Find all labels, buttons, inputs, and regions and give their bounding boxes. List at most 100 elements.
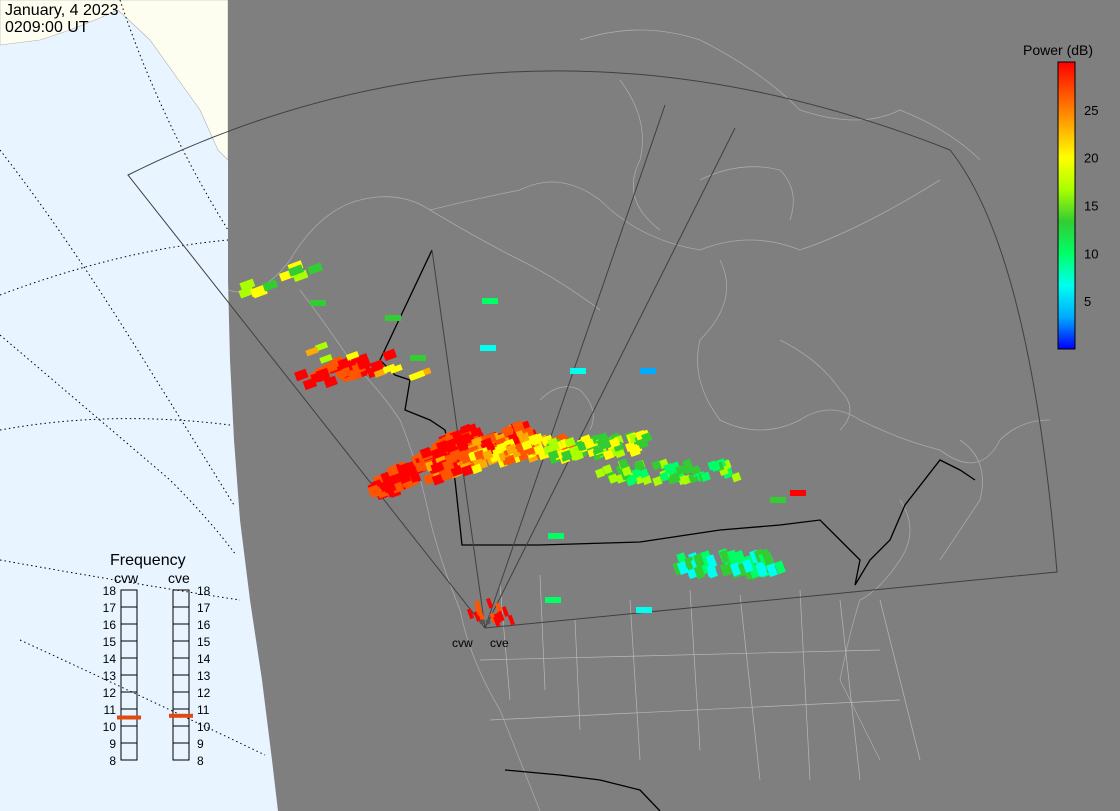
colorbar-gradient [1057, 61, 1076, 350]
scatter-cell [564, 437, 576, 448]
scatter-cell [497, 610, 505, 622]
scatter-cell [636, 607, 652, 613]
scatter-cell [403, 461, 416, 474]
scatter-cell [471, 436, 484, 449]
scatter-cell [411, 370, 426, 380]
scatter-cell [382, 348, 397, 362]
scatter-cell [634, 460, 645, 471]
scatter-cell [466, 608, 475, 620]
scatter-cell [627, 473, 638, 485]
scatter-cell [482, 449, 494, 461]
frequency-marker [169, 713, 193, 718]
frequency-scale-label: 17 [103, 601, 117, 615]
scatter-cell [345, 350, 360, 361]
frequency-scale-label: 10 [197, 720, 211, 734]
scatter-cell [676, 560, 689, 575]
frequency-scale-label: 16 [197, 618, 211, 632]
night-region [228, 0, 1120, 811]
scatter-cell [652, 475, 663, 487]
frequency-radar-label-cve: cve [168, 570, 190, 586]
frequency-scale-label: 8 [197, 754, 204, 768]
scatter-cell [473, 449, 486, 461]
scatter-cell [250, 284, 266, 298]
scatter-cell [603, 449, 615, 461]
scatter-cell [288, 264, 304, 277]
scatter-cell [431, 473, 445, 486]
scatter-cell [398, 472, 412, 484]
scatter-cell [602, 464, 613, 475]
scatter-cell [594, 467, 606, 479]
scatter-cell [385, 315, 401, 321]
scatter-cell [521, 439, 533, 451]
frequency-scale-label: 18 [103, 584, 117, 598]
scatter-cell [292, 269, 309, 283]
scatter-cell [533, 444, 545, 456]
national-border [379, 249, 976, 811]
scatter-cell [761, 551, 774, 566]
colorbar-tick-label: 5 [1084, 294, 1091, 309]
scatter-cell [705, 554, 718, 569]
scatter-cell [570, 368, 586, 374]
scatter-cell [480, 345, 496, 351]
scatter-cell [707, 460, 718, 471]
scatter-cell [512, 420, 525, 433]
frequency-panel: Frequency cvw cve 18 17 16 15 14 13 12 11 10 9 8 18… [103, 552, 211, 768]
scatter-cell [547, 437, 559, 449]
scatter-cell [461, 464, 474, 477]
scatter-cell [319, 353, 333, 364]
colorbar-tick-label: 15 [1084, 199, 1098, 214]
scatter-cell [640, 368, 656, 374]
scatter-cell [386, 464, 399, 477]
scatter-cell [641, 474, 652, 486]
coastlines [227, 29, 1051, 811]
frequency-cell [120, 742, 138, 761]
scatter-cell [414, 460, 427, 473]
backscatter-data [238, 260, 806, 627]
scatter-cell [315, 367, 330, 381]
frequency-scale-label: 11 [197, 703, 210, 717]
scatter-cell [608, 473, 619, 484]
scatter-cell [382, 363, 396, 374]
scatter-cell [719, 562, 732, 577]
scatter-cell [770, 497, 786, 503]
scatter-cell [496, 442, 508, 453]
scatter-cell [305, 346, 319, 357]
colorbar-tick-label: 20 [1084, 151, 1098, 166]
scatter-cell [419, 446, 433, 459]
radar-label-cve: cve [490, 636, 509, 650]
colorbar-tick-label: 25 [1084, 103, 1098, 118]
scatter-cell [693, 565, 706, 580]
scatter-cell [356, 357, 371, 371]
scatter-cell [471, 463, 483, 475]
scatter-cell [548, 449, 560, 461]
scatter-cell [501, 425, 514, 438]
scatter-cell [442, 459, 455, 472]
scatter-cell [706, 564, 718, 579]
scatter-cell [641, 432, 653, 443]
scatter-cell [731, 472, 742, 483]
frequency-scale-label: 9 [197, 737, 204, 751]
scatter-cell [474, 599, 482, 611]
frequency-title: Frequency [110, 552, 186, 569]
frequency-scale-label: 13 [103, 669, 117, 683]
scatter-cell [618, 458, 629, 469]
scatter-cell [439, 468, 453, 480]
scatter-cell [307, 262, 324, 275]
scatter-cell [651, 460, 662, 471]
frequency-cell [172, 742, 190, 761]
scatter-cell [501, 606, 509, 617]
scatter-cell [410, 355, 426, 361]
scatter-cell [486, 597, 494, 609]
grid-lines [0, 0, 266, 756]
scatter-cell [690, 465, 701, 476]
scatter-cell [790, 490, 806, 496]
scatter-cell [726, 549, 739, 564]
scatter-cell [294, 368, 309, 382]
scatter-cell [302, 377, 318, 391]
frequency-scale-label: 16 [103, 618, 117, 632]
frequency-scale-label: 13 [197, 669, 211, 683]
scatter-cell [239, 278, 256, 291]
scatter-cell [505, 443, 517, 455]
